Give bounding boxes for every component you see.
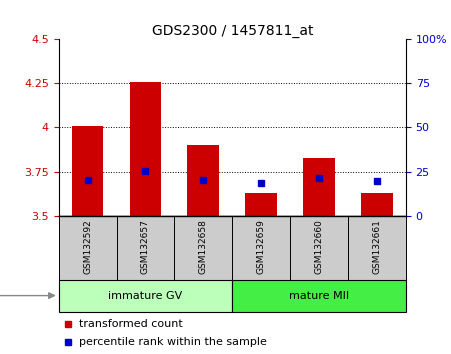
Bar	[348, 216, 406, 280]
Text: mature MII: mature MII	[289, 291, 349, 301]
Bar	[361, 193, 393, 216]
Text: GSM132659: GSM132659	[257, 219, 266, 274]
Bar	[129, 82, 161, 216]
Text: immature GV: immature GV	[108, 291, 183, 301]
Text: transformed count: transformed count	[79, 319, 183, 329]
Text: GSM132657: GSM132657	[141, 219, 150, 274]
Bar	[303, 158, 335, 216]
Bar	[290, 216, 348, 280]
Bar	[59, 216, 116, 280]
Bar	[116, 216, 175, 280]
Text: GSM132660: GSM132660	[315, 219, 323, 274]
Bar	[59, 280, 232, 312]
Text: percentile rank within the sample: percentile rank within the sample	[79, 337, 267, 347]
Text: GSM132658: GSM132658	[199, 219, 208, 274]
Bar	[232, 216, 290, 280]
Text: GSM132592: GSM132592	[83, 219, 92, 274]
Bar	[175, 216, 232, 280]
Bar	[188, 145, 219, 216]
Bar	[72, 126, 103, 216]
Bar	[245, 193, 277, 216]
Title: GDS2300 / 1457811_at: GDS2300 / 1457811_at	[152, 24, 313, 38]
Text: GSM132661: GSM132661	[373, 219, 382, 274]
Bar	[232, 280, 406, 312]
